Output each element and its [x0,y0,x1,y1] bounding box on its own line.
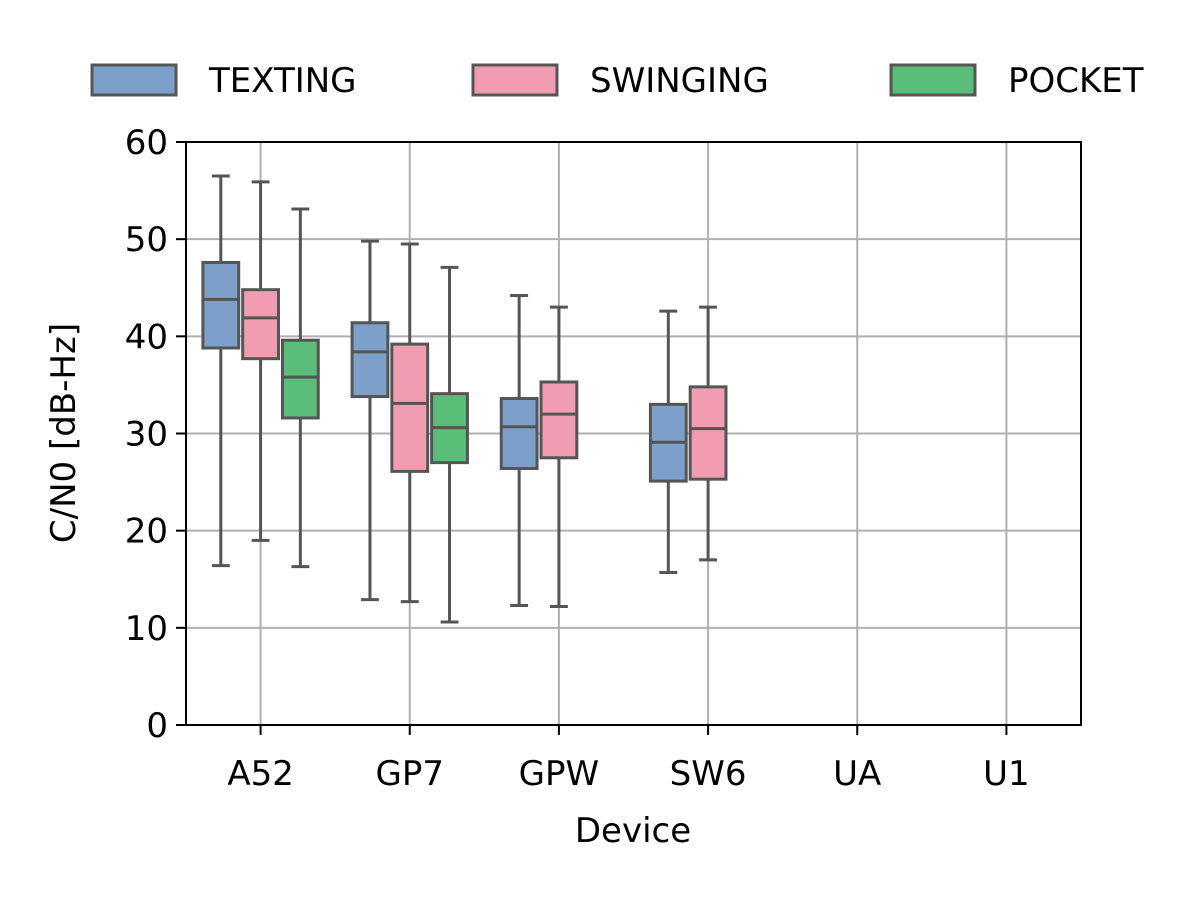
box-swinging-sw6 [688,305,728,562]
iqr-box [201,260,241,350]
x-tick-label: GP7 [376,754,444,794]
box-swinging-gp7 [390,242,430,604]
legend: TEXTING SWINGING POCKET [90,61,1144,101]
box-plot-area [201,174,728,624]
x-tick-label: UA [833,754,881,794]
legend-item-pocket: POCKET [889,61,1144,101]
legend-label: TEXTING [208,61,357,101]
x-tick-label: U1 [983,754,1030,794]
iqr-box [350,321,390,399]
y-tick-label: 60 [125,123,168,163]
y-tick-label: 30 [125,415,168,455]
legend-item-swinging: SWINGING [471,61,769,101]
box-swinging-gpw [539,305,579,608]
iqr-box [539,380,579,460]
legend-swatch [471,63,559,97]
box-pocket-a52 [280,207,320,569]
x-tick-label: SW6 [670,754,747,794]
y-tick-label: 10 [125,609,168,649]
legend-swatch [90,63,178,97]
iqr-box [280,338,320,420]
x-tick-label: A52 [227,754,294,794]
iqr-box [241,288,280,361]
iqr-box [390,342,430,473]
box-swinging-a52 [241,180,280,542]
legend-label: POCKET [1008,61,1144,101]
y-tick-label: 20 [125,512,168,552]
y-tick-label: 40 [125,317,168,357]
box-texting-gp7 [350,239,390,602]
iqr-box [499,397,539,470]
y-tick-label: 50 [125,220,168,260]
x-tick-label: GPW [519,754,599,794]
y-tick-label: 0 [146,706,168,746]
legend-item-texting: TEXTING [90,61,357,101]
legend-swatch [889,63,977,97]
grid-lines [186,141,1081,726]
box-texting-a52 [201,174,241,568]
box-texting-gpw [499,294,539,607]
box-pocket-gp7 [430,265,469,624]
x-axis-label: Device [575,811,691,851]
x-axis: A52 GP7 GPW SW6 UA U1 [227,725,1030,794]
y-axis: 0 10 20 30 40 50 60 [125,123,186,746]
legend-label: SWINGING [590,61,769,101]
y-axis-label: C/N0 [dB-Hz] [44,323,84,543]
box-texting-sw6 [648,309,688,574]
iqr-box [688,385,728,481]
